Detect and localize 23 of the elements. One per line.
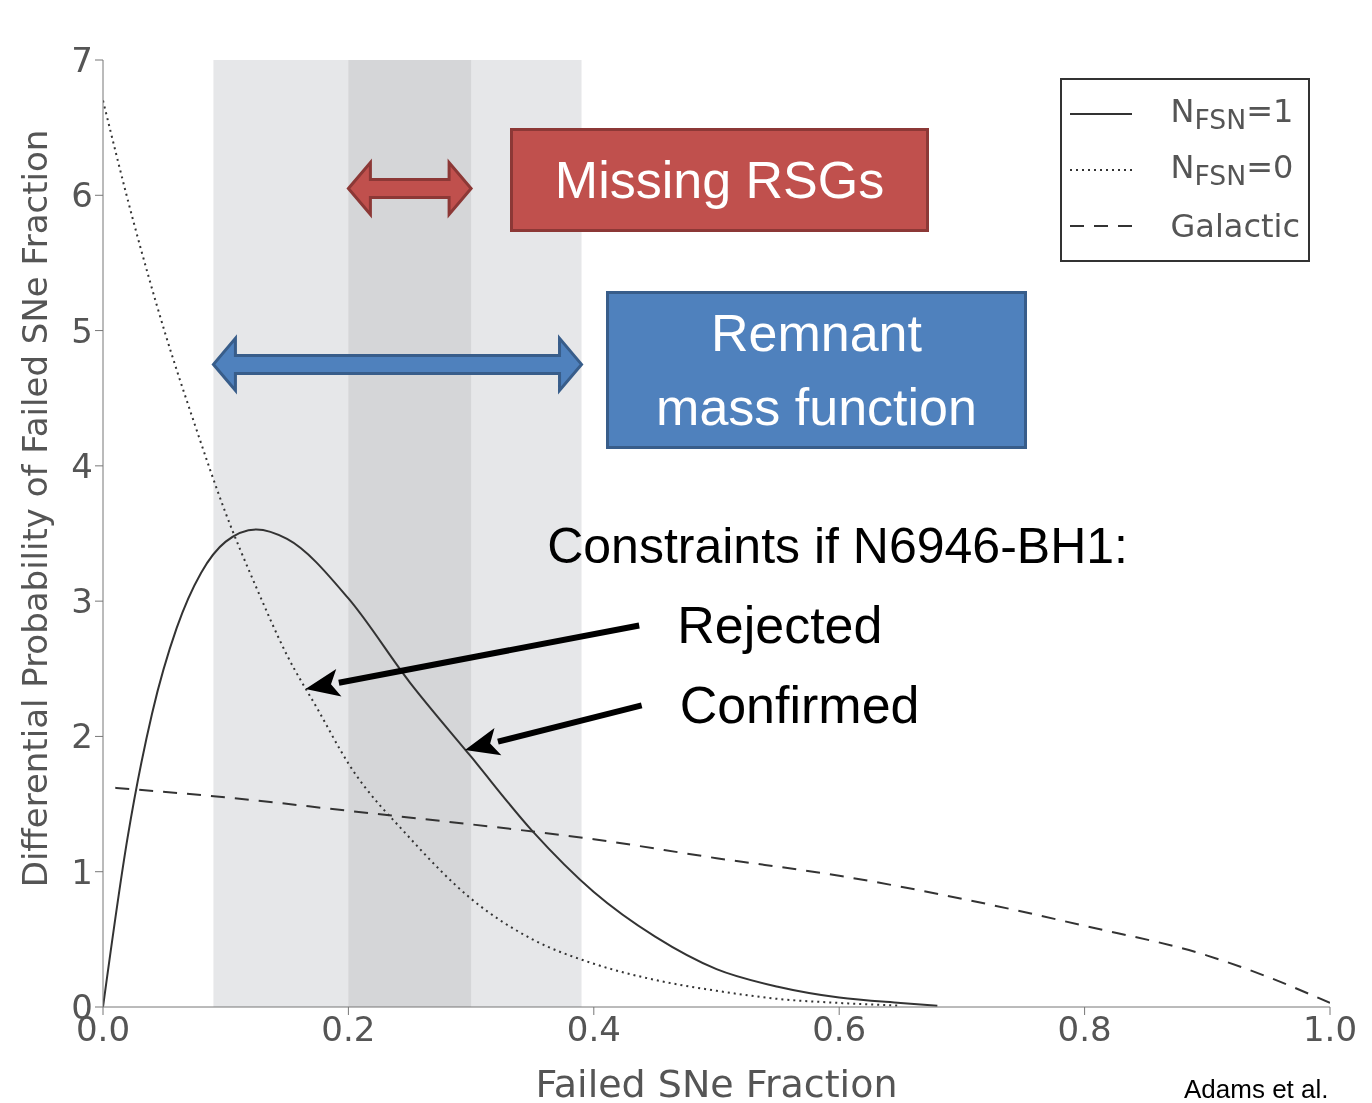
x-tick-label: 0.6: [812, 1009, 867, 1050]
text: Adams et al.: [1184, 1074, 1329, 1103]
legend-label: N$_{FSN}$=1: [1170, 92, 1294, 136]
y-tick-label: 2: [71, 716, 93, 757]
legend-label: N$_{FSN}$=0: [1170, 148, 1294, 192]
annotation: Constraints if N6946-BH1:: [547, 517, 1128, 576]
legend-label: Galactic: [1170, 207, 1300, 245]
callout-box: Remnant mass function: [606, 291, 1027, 450]
y-axis-title: Differential Probability of Failed SNe Fraction: [15, 129, 55, 888]
y-tick-label: 7: [71, 40, 93, 81]
y-tick-label: 4: [71, 445, 93, 486]
callout-box: Missing RSGs: [510, 127, 929, 232]
y-tick-label: 5: [71, 310, 93, 351]
y-tick-label: 3: [71, 581, 93, 622]
x-tick-label: 1.0: [1302, 1009, 1358, 1050]
x-tick-label: 0.4: [566, 1009, 621, 1050]
x-axis-title: Failed SNe Fraction: [535, 1062, 898, 1103]
x-tick-label: 0.8: [1057, 1009, 1112, 1050]
annotation: Rejected: [677, 596, 883, 655]
y-tick-label: 1: [71, 851, 93, 892]
annotation: Confirmed: [679, 676, 920, 735]
x-tick-label: 0.2: [321, 1009, 376, 1050]
y-tick-label: 6: [71, 175, 93, 216]
